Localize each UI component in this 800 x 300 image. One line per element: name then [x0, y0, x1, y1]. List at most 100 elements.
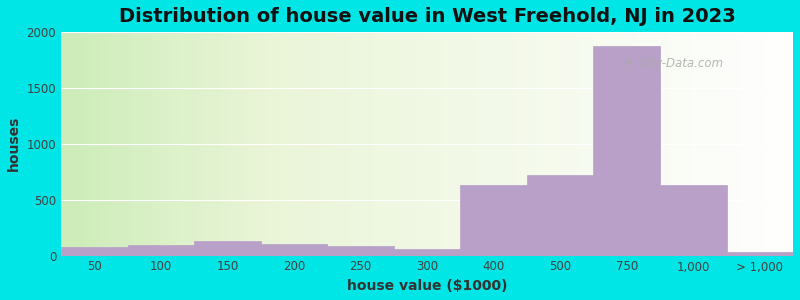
Bar [70, 32, 73, 256]
Bar [266, 32, 269, 256]
Bar [556, 32, 558, 256]
Bar [715, 32, 718, 256]
Bar [190, 32, 193, 256]
Bar [386, 32, 388, 256]
Bar [466, 32, 469, 256]
Bar [146, 32, 149, 256]
Bar [61, 32, 63, 256]
Bar [102, 32, 105, 256]
Bar [578, 32, 581, 256]
Bar [256, 32, 258, 256]
Bar [602, 32, 605, 256]
Bar [498, 32, 500, 256]
Bar [139, 32, 142, 256]
Bar [422, 32, 425, 256]
Bar [225, 32, 227, 256]
Bar [100, 32, 102, 256]
Bar [574, 32, 576, 256]
Bar [158, 32, 161, 256]
Bar [642, 32, 644, 256]
Bar [762, 32, 764, 256]
Bar [420, 32, 422, 256]
Bar [454, 32, 456, 256]
Bar [698, 32, 700, 256]
Title: Distribution of house value in West Freehold, NJ in 2023: Distribution of house value in West Free… [118, 7, 735, 26]
Bar [639, 32, 642, 256]
Bar [686, 32, 688, 256]
Bar [334, 32, 337, 256]
Bar [390, 32, 393, 256]
Bar [63, 32, 66, 256]
Bar [198, 32, 200, 256]
Bar [312, 32, 314, 256]
Bar [646, 32, 649, 256]
Bar [278, 32, 281, 256]
Bar [288, 32, 290, 256]
Bar [318, 32, 320, 256]
Bar [281, 32, 283, 256]
Bar [442, 32, 444, 256]
Bar [505, 32, 507, 256]
Bar [781, 32, 783, 256]
Bar [751, 32, 754, 256]
Bar [590, 32, 593, 256]
Bar [214, 32, 217, 256]
Bar [388, 32, 390, 256]
Bar [634, 32, 637, 256]
Bar [261, 32, 263, 256]
Bar [651, 32, 654, 256]
Bar [105, 32, 107, 256]
Bar [676, 32, 678, 256]
Bar [300, 32, 302, 256]
Bar [322, 32, 325, 256]
Bar [598, 32, 600, 256]
Bar [681, 32, 683, 256]
Bar [73, 32, 76, 256]
Bar [178, 32, 181, 256]
Bar [86, 32, 88, 256]
Bar [759, 32, 762, 256]
Bar [586, 32, 588, 256]
Bar [98, 32, 100, 256]
Bar [618, 32, 620, 256]
Bar [657, 32, 659, 256]
Bar [622, 32, 625, 256]
Bar [83, 32, 86, 256]
Bar [151, 32, 154, 256]
Bar [202, 32, 205, 256]
Bar [527, 175, 594, 256]
Bar [274, 32, 276, 256]
Bar [439, 32, 442, 256]
Bar [290, 32, 293, 256]
Bar [305, 32, 307, 256]
Bar [142, 32, 144, 256]
Bar [530, 32, 532, 256]
Bar [425, 32, 427, 256]
Bar [119, 32, 122, 256]
Bar [374, 32, 376, 256]
Bar [702, 32, 706, 256]
Bar [330, 32, 332, 256]
Bar [700, 32, 702, 256]
Bar [234, 32, 237, 256]
Bar [68, 32, 70, 256]
Bar [451, 32, 454, 256]
Bar [293, 32, 295, 256]
Bar [407, 32, 410, 256]
Bar [90, 32, 93, 256]
Bar [549, 32, 551, 256]
Bar [456, 32, 458, 256]
Bar [660, 184, 726, 256]
Bar [188, 32, 190, 256]
Bar [366, 32, 369, 256]
Bar [725, 32, 727, 256]
Bar [654, 32, 657, 256]
Bar [637, 32, 639, 256]
Bar [432, 32, 434, 256]
Bar [134, 32, 137, 256]
Bar [562, 32, 564, 256]
Bar [613, 32, 615, 256]
Bar [757, 32, 759, 256]
Bar [625, 32, 627, 256]
Bar [649, 32, 651, 256]
